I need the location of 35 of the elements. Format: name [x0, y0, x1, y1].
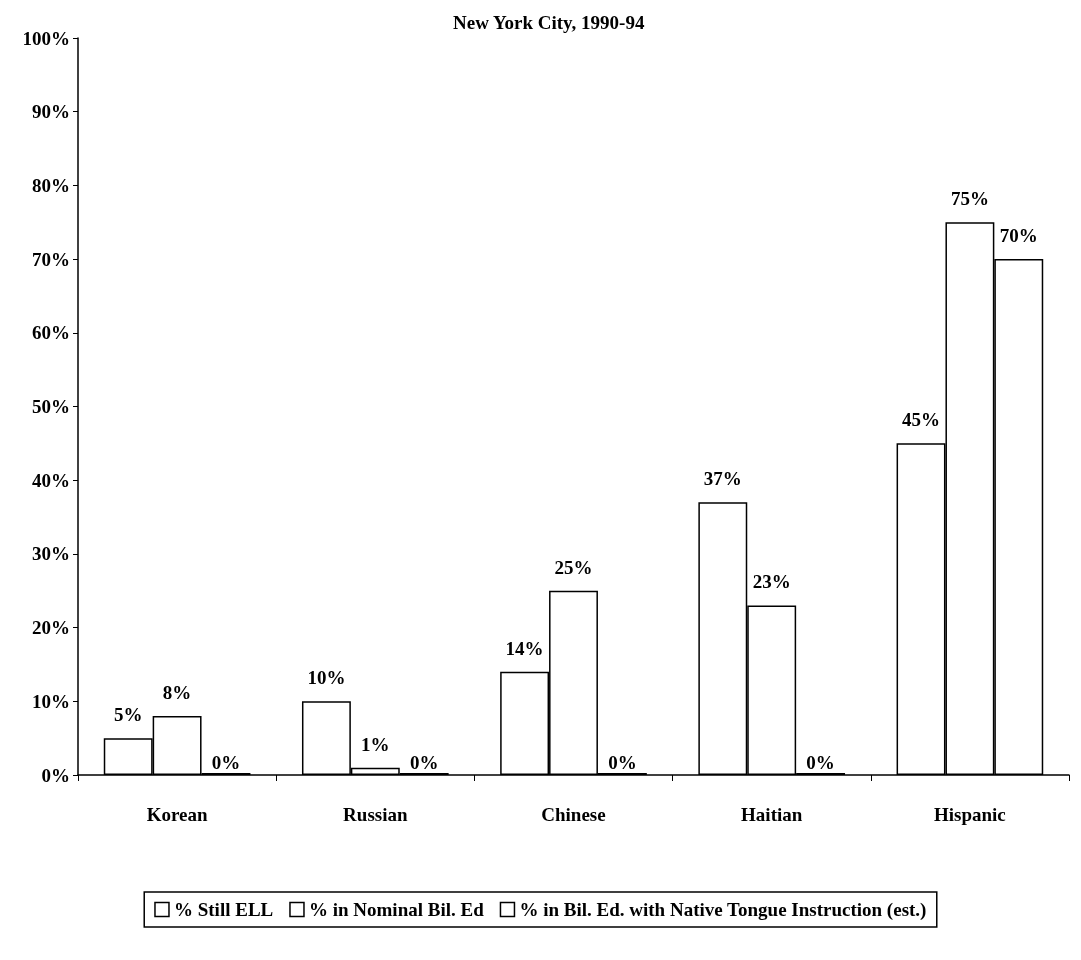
- y-tick-label: 30%: [32, 543, 70, 565]
- y-tick-label: 70%: [32, 248, 70, 270]
- data-label: 70%: [999, 225, 1038, 247]
- y-tick-label: 40%: [32, 469, 70, 491]
- data-label: 0%: [806, 752, 835, 773]
- data-label: 0%: [409, 752, 439, 773]
- x-tick-label: Chinese: [541, 804, 606, 825]
- legend-label: % in Bil. Ed. with Native Tongue Instruction (est.): [519, 899, 927, 921]
- x-tick-label: Korean: [146, 804, 208, 825]
- x-tick-label: Hispanic: [933, 804, 1006, 825]
- x-tick-label: Haitian: [741, 804, 803, 825]
- data-label: 5%: [113, 704, 143, 726]
- y-tick-label: 50%: [32, 396, 70, 417]
- legend-label: % Still ELL: [173, 899, 274, 920]
- y-tick-label: 60%: [32, 322, 70, 344]
- data-label: 14%: [505, 637, 544, 659]
- data-label: 75%: [950, 188, 989, 210]
- x-tick-label: Russian: [343, 804, 408, 825]
- data-label: 37%: [703, 468, 742, 490]
- y-tick-label: 10%: [32, 690, 70, 712]
- data-label: 25%: [554, 556, 593, 578]
- y-tick-label: 80%: [32, 174, 70, 196]
- data-label: 1%: [361, 733, 390, 755]
- data-label: 23%: [752, 571, 791, 593]
- data-label: 45%: [902, 409, 941, 431]
- data-label: 0%: [211, 752, 241, 773]
- data-label: 8%: [162, 682, 192, 704]
- y-tick-label: 20%: [32, 617, 70, 639]
- data-label: 0%: [608, 752, 637, 773]
- legend-label: % in Nominal Bil. Ed: [308, 899, 485, 920]
- chart-title: New York City, 1990-94: [453, 12, 645, 33]
- y-tick-label: 0%: [41, 764, 70, 786]
- y-tick-label: 100%: [22, 27, 70, 49]
- y-tick-label: 90%: [32, 101, 70, 123]
- data-label: 10%: [307, 667, 346, 689]
